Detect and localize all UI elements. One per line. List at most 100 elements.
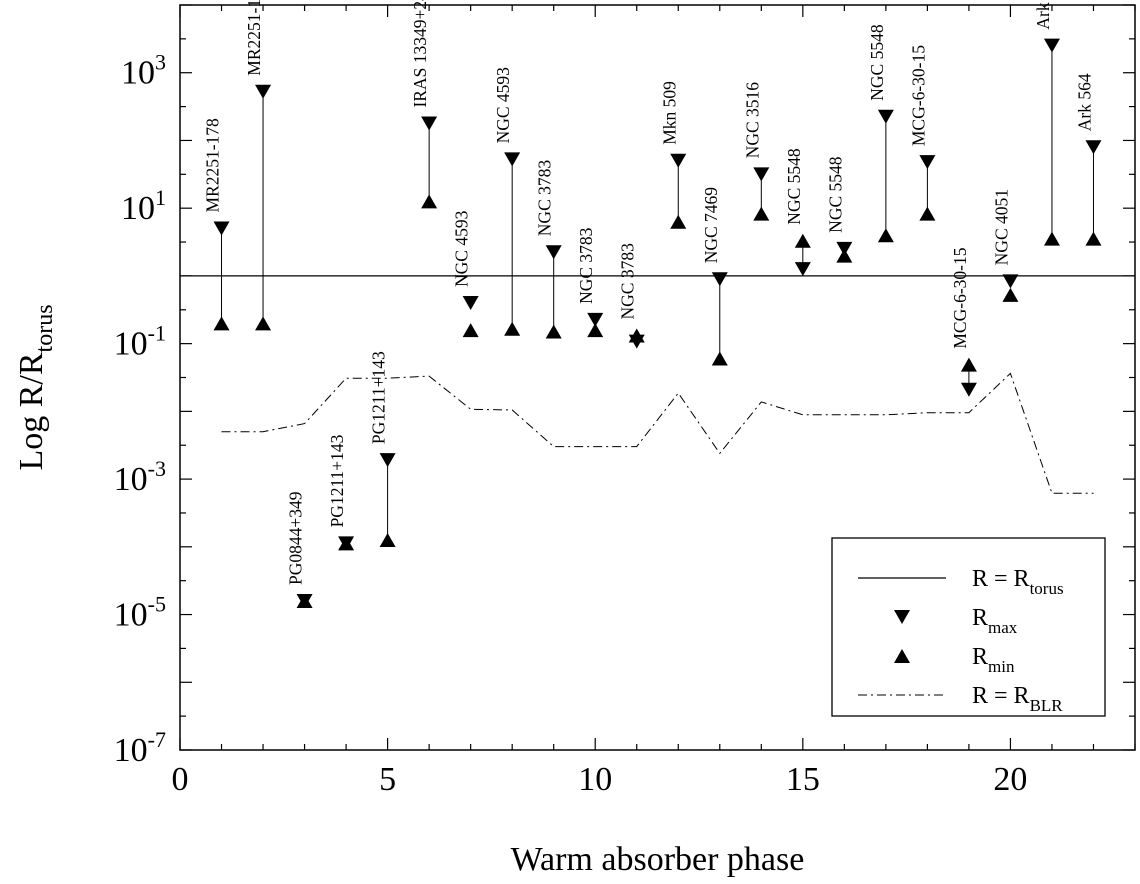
rmax-marker <box>1002 274 1019 289</box>
rmin-marker <box>877 228 894 243</box>
y-tick-power: -5 <box>148 592 166 617</box>
object-label: NGC 4051 <box>991 189 1011 265</box>
legend-label-sub: max <box>988 618 1018 637</box>
object-label: Mkn 509 <box>659 81 679 145</box>
rmin-marker <box>1085 231 1102 246</box>
rmax-marker <box>1043 38 1060 53</box>
object-label: NGC 5548 <box>784 148 804 225</box>
legend-rmin-marker <box>894 649 910 663</box>
object-label: MCG-6-30-15 <box>908 45 928 146</box>
rmin-marker <box>670 214 687 229</box>
object-label: NGC 4593 <box>452 210 472 287</box>
x-tick-label: 15 <box>786 761 820 798</box>
y-tick-label: 10-3 <box>114 456 166 498</box>
object-label: NGC 3783 <box>618 243 638 320</box>
y-tick-power: 3 <box>155 50 166 75</box>
object-label: NGC 3516 <box>742 82 762 159</box>
rmax-marker <box>1085 140 1102 155</box>
legend-label: R = RBLR <box>972 683 1063 715</box>
y-tick-label: 103 <box>121 50 166 92</box>
object-label: NGC 3783 <box>576 227 596 304</box>
legend-label-main: R = R <box>972 566 1030 592</box>
rmin-marker <box>504 321 521 336</box>
rmin-marker <box>1043 231 1060 246</box>
object-label: NGC 7469 <box>701 187 721 264</box>
rmin-marker <box>919 206 936 221</box>
rmax-marker <box>504 152 521 167</box>
rmax-marker <box>711 272 728 287</box>
object-label: NGC 3783 <box>535 160 555 237</box>
legend-rmax-marker <box>894 610 910 624</box>
rmin-marker <box>711 351 728 366</box>
legend-box <box>831 537 1106 717</box>
y-tick-base: 10 <box>114 461 148 498</box>
rmin-marker <box>1002 287 1019 302</box>
object-label: PG1211+143 <box>369 351 389 444</box>
reference-lines <box>180 275 1135 494</box>
rmin-marker <box>296 594 313 608</box>
legend: R = Rtorus Rmax Rmin R = RBLR <box>831 537 1106 717</box>
legend-label-main: R = R <box>972 683 1030 709</box>
object-label: PG1211+143 <box>327 434 347 527</box>
rmax-marker <box>462 296 479 310</box>
object-label: Ark 564 <box>1074 73 1094 131</box>
legend-label-main: R <box>972 644 988 670</box>
rmin-marker <box>379 533 396 548</box>
x-tick-label: 5 <box>379 761 396 798</box>
y-tick-label: 10-1 <box>114 321 166 363</box>
rmax-marker <box>670 153 687 168</box>
rmax-marker <box>213 221 230 236</box>
y-tick-base: 10 <box>114 732 148 769</box>
legend-label: Rmin <box>972 644 1015 676</box>
rmin-marker <box>421 194 438 209</box>
rmax-marker <box>421 116 438 131</box>
object-label: NGC 5548 <box>825 156 845 233</box>
legend-label: Rmax <box>972 605 1018 637</box>
rmin-marker <box>794 233 811 248</box>
rmin-marker <box>213 316 230 331</box>
x-tick-label: 20 <box>993 761 1027 798</box>
y-axis-title-main: Log R/R <box>13 352 50 470</box>
rmin-marker <box>545 324 562 339</box>
object-label: PG0844+349 <box>286 491 306 585</box>
rmax-marker <box>919 155 936 170</box>
rmin-marker <box>836 248 853 263</box>
y-tick-power: 1 <box>155 185 166 210</box>
legend-label: R = Rtorus <box>972 566 1064 598</box>
rmax-marker <box>877 109 894 124</box>
object-label: Ark 564 <box>1033 0 1053 30</box>
phase-markers <box>213 38 1102 608</box>
object-labels: MR2251-178 MR2251-178 PG0844+349 PG1211+143… <box>203 0 1095 585</box>
object-label: MR2251-178 <box>203 118 223 213</box>
rmin-marker <box>960 357 977 372</box>
object-label: NGC 4593 <box>493 67 513 144</box>
y-axis-title: Log R/Rtorus <box>13 304 58 470</box>
rmax-marker <box>255 84 272 99</box>
rmin-marker <box>753 206 770 221</box>
rmax-marker <box>379 453 396 468</box>
y-tick-base: 10 <box>121 55 155 92</box>
y-tick-label: 101 <box>121 185 166 227</box>
y-tick-power: -1 <box>148 321 166 346</box>
object-label: IRAS 13349+2438 <box>410 0 430 108</box>
y-tick-base: 10 <box>114 597 148 634</box>
rmin-marker <box>338 536 355 551</box>
r-blr-line <box>221 372 1094 494</box>
rmin-marker <box>255 316 272 331</box>
y-tick-base: 10 <box>114 326 148 363</box>
rmin-marker <box>628 328 645 343</box>
object-label: MCG-6-30-15 <box>950 247 970 348</box>
object-label: MR2251-178 <box>244 0 264 76</box>
rmin-marker <box>587 323 604 338</box>
legend-label-main: R <box>972 605 988 631</box>
y-tick-label: 10-7 <box>114 727 166 769</box>
y-tick-base: 10 <box>121 190 155 227</box>
rmin-marker <box>462 323 479 338</box>
object-label: NGC 5548 <box>867 24 887 101</box>
y-tick-power: -7 <box>148 727 166 752</box>
x-tick-label: 10 <box>578 761 612 798</box>
rmax-marker <box>753 167 770 182</box>
y-tick-label: 10-5 <box>114 592 166 634</box>
